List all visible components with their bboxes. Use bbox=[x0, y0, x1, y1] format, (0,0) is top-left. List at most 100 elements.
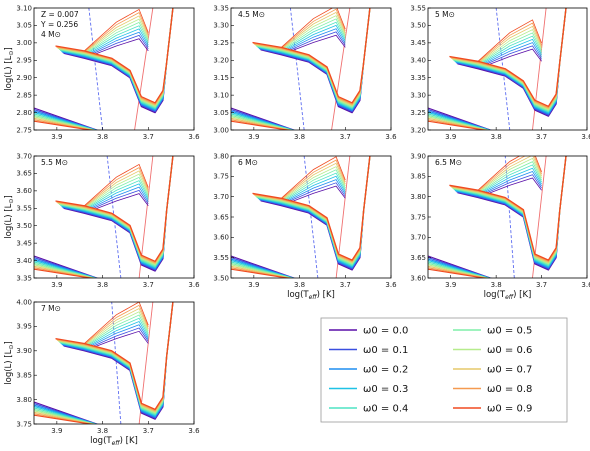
panel-6: 3.60 3.65 3.70 3.75 3.80 3.85 3.90 3.9 3.8 3.7 3. 6… bbox=[410, 152, 590, 301]
track-loop-line bbox=[84, 21, 149, 55]
x-tick-label: 3.9 bbox=[445, 133, 456, 141]
blue-edge-line bbox=[289, 8, 305, 130]
y-tick-label: 3.45 bbox=[16, 239, 32, 247]
y-axis-label: log(L) [L⊙] bbox=[4, 47, 15, 90]
track-loop-line bbox=[84, 163, 149, 207]
track-loop-line bbox=[477, 29, 542, 65]
x-tick-label: 3.9 bbox=[51, 427, 62, 435]
y-tick-label: 3.45 bbox=[410, 39, 426, 47]
y-tick-label: 3.05 bbox=[213, 109, 229, 117]
y-tick-label: 3.85 bbox=[410, 173, 426, 181]
track-line bbox=[55, 8, 174, 104]
y-tick-label: 3.55 bbox=[410, 4, 426, 12]
y-tick-label: 3.40 bbox=[410, 57, 426, 65]
tracks bbox=[428, 8, 567, 130]
track-loop-line bbox=[477, 48, 542, 70]
track-loop-line bbox=[281, 8, 346, 49]
track-lower-line bbox=[231, 268, 291, 278]
legend-label: ω0 = 0.4 bbox=[363, 404, 408, 415]
track-line bbox=[252, 156, 371, 261]
track-loop-line bbox=[84, 183, 149, 212]
y-tick-label: 3.50 bbox=[16, 222, 32, 230]
red-edge-line bbox=[134, 8, 154, 130]
track-loop-line bbox=[477, 167, 542, 196]
panel-annotation: Y = 0.256 bbox=[40, 20, 78, 29]
y-tick-label: 3.70 bbox=[213, 193, 229, 201]
track-loop-line bbox=[84, 320, 149, 349]
track-line bbox=[55, 302, 174, 411]
track-line bbox=[252, 8, 371, 104]
track-loop-line bbox=[281, 34, 346, 56]
y-tick-label: 3.35 bbox=[410, 74, 426, 82]
x-tick-label: 3.6 bbox=[385, 133, 397, 141]
x-axis-label: log(Teff) [K] bbox=[90, 436, 138, 447]
track-loop-line bbox=[84, 193, 149, 214]
track-loop-line bbox=[84, 304, 149, 345]
panel-frame bbox=[427, 7, 588, 131]
track-loop-line bbox=[84, 173, 149, 209]
y-tick-label: 3.65 bbox=[213, 213, 229, 221]
panel-annotation: Z = 0.007 bbox=[41, 10, 79, 19]
blue-edge-line bbox=[88, 8, 104, 130]
legend-label: ω0 = 0.5 bbox=[487, 326, 532, 337]
track-loop-line bbox=[477, 32, 542, 65]
panel-mass-label: 5.5 M⊙ bbox=[41, 158, 68, 167]
red-edge-line bbox=[331, 8, 351, 130]
track-loop-line bbox=[84, 314, 149, 348]
track-loop-line bbox=[281, 15, 346, 51]
track-loop-line bbox=[477, 156, 542, 191]
x-tick-label: 3.8 bbox=[97, 427, 108, 435]
y-tick-label: 3.90 bbox=[16, 347, 32, 355]
tracks bbox=[34, 8, 174, 130]
track-loop-line bbox=[281, 179, 346, 205]
y-tick-label: 3.65 bbox=[16, 170, 32, 178]
track-lower-line bbox=[428, 120, 488, 130]
panel-frame bbox=[33, 7, 195, 131]
track-loop-line bbox=[84, 311, 149, 347]
x-tick-label: 3.9 bbox=[445, 281, 456, 289]
track-loop-line bbox=[281, 175, 346, 204]
y-tick-label: 3.60 bbox=[410, 274, 426, 282]
panels-layer: 2.752.802.852.902.953.003.053.103.9 3.8 3.… bbox=[4, 4, 590, 447]
track-line bbox=[449, 8, 567, 107]
track-loop-line bbox=[477, 171, 542, 197]
y-tick-label: 3.55 bbox=[16, 205, 32, 213]
track-lower-line bbox=[34, 268, 94, 278]
track-loop-line bbox=[477, 25, 542, 64]
x-axis-label: log(Teff) [K] bbox=[484, 290, 532, 301]
y-tick-label: 3.00 bbox=[213, 126, 229, 134]
track-loop-line bbox=[477, 174, 542, 198]
track-line bbox=[449, 156, 567, 261]
y-tick-label: 3.30 bbox=[213, 22, 229, 30]
panel-4: 3.35 3.40 3.45 3.50 3.55 3.60 3.65 3.70 3.9 3.8 3.… bbox=[4, 152, 200, 289]
x-tick-label: 3.8 bbox=[294, 281, 305, 289]
panel-mass-label: 4 M⊙ bbox=[41, 30, 61, 39]
y-tick-label: 3.35 bbox=[16, 274, 32, 282]
y-tick-label: 3.10 bbox=[16, 4, 32, 12]
legend-item: ω0 = 0.5 bbox=[453, 326, 532, 337]
panel-1: 2.75 2.80 2.85 2.90 2.95 3.00 3.05 3.10 3.9 3.8 3.… bbox=[4, 4, 200, 141]
x-tick-label: 3.6 bbox=[188, 133, 200, 141]
y-axis-label: log(L) [L⊙] bbox=[4, 195, 15, 238]
track-loop-line bbox=[477, 156, 542, 192]
y-tick-label: 3.15 bbox=[213, 74, 229, 82]
x-tick-label: 3.6 bbox=[188, 281, 200, 289]
y-tick-label: 3.60 bbox=[213, 234, 229, 242]
y-tick-label: 3.70 bbox=[16, 152, 32, 160]
panel-frame bbox=[33, 301, 195, 425]
track-loop-line bbox=[281, 166, 346, 202]
x-tick-label: 3.8 bbox=[97, 281, 108, 289]
legend-label: ω0 = 0.3 bbox=[363, 384, 408, 395]
y-tick-label: 3.90 bbox=[410, 152, 426, 160]
legend-item: ω0 = 0.2 bbox=[329, 365, 408, 376]
track-loop-line bbox=[84, 180, 149, 211]
legend-box bbox=[320, 317, 568, 423]
track-loop-line bbox=[477, 22, 542, 63]
y-tick-label: 3.80 bbox=[213, 152, 229, 160]
x-tick-label: 3.6 bbox=[385, 281, 397, 289]
y-tick-label: 3.75 bbox=[213, 173, 229, 181]
x-tick-label: 3.7 bbox=[340, 133, 351, 141]
plot-area bbox=[428, 8, 587, 130]
legend-item: ω0 = 0.6 bbox=[453, 345, 532, 356]
legend-label: ω0 = 0.0 bbox=[363, 326, 408, 337]
